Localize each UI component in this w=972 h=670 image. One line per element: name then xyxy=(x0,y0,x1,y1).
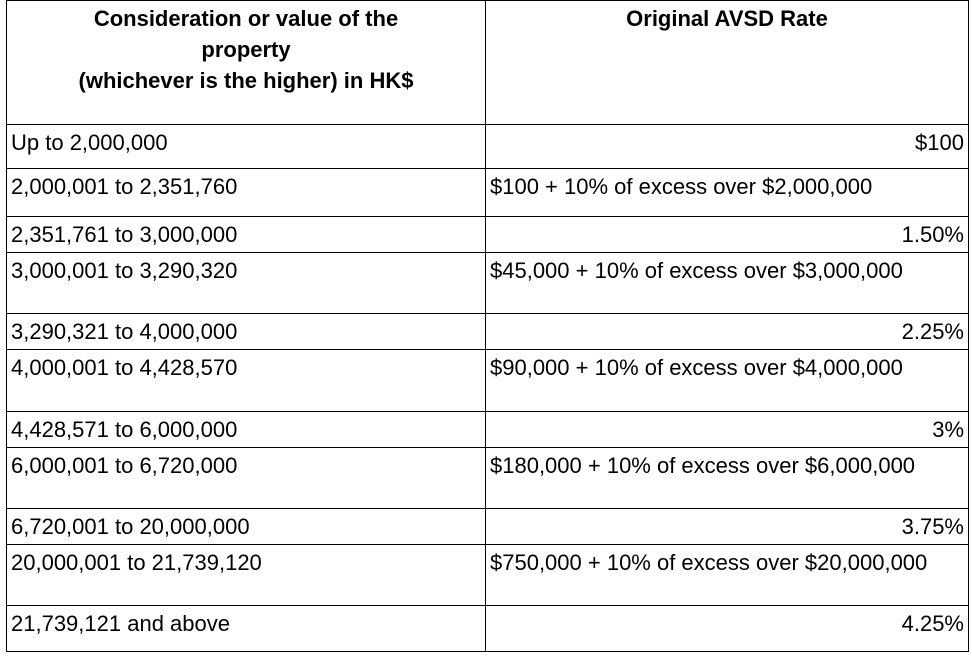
avsd-rate: 3.75% xyxy=(485,508,969,545)
table-row: 2,000,001 to 2,351,760 $100 + 10% of exce… xyxy=(6,168,969,217)
table-row: 20,000,001 to 21,739,120 $750,000 + 10% o… xyxy=(6,544,969,606)
avsd-rate: $750,000 + 10% of excess over $20,000,00… xyxy=(485,544,969,606)
avsd-rate: $180,000 + 10% of excess over $6,000,000 xyxy=(485,447,969,509)
value-range: 3,000,001 to 3,290,320 xyxy=(6,252,486,314)
value-range: 3,290,321 to 4,000,000 xyxy=(6,313,486,350)
header-cell: Original AVSD Rate xyxy=(485,0,969,125)
avsd-rate: 2.25% xyxy=(485,313,969,350)
value-range: 6,000,001 to 6,720,000 xyxy=(6,447,486,509)
table-row: 4,428,571 to 6,000,000 3% xyxy=(6,411,969,448)
table-row: 6,720,001 to 20,000,000 3.75% xyxy=(6,508,969,545)
table-row: 6,000,001 to 6,720,000 $180,000 + 10% of … xyxy=(6,447,969,509)
avsd-rate: $100 + 10% of excess over $2,000,000 xyxy=(485,168,969,217)
header-line: Consideration or value of the xyxy=(93,6,399,31)
avsd-table: Consideration or value of the property (… xyxy=(6,0,969,652)
table-row: Up to 2,000,000 $100 xyxy=(6,124,969,169)
avsd-rate: 4.25% xyxy=(485,605,969,652)
value-range: 2,351,761 to 3,000,000 xyxy=(6,216,486,253)
header-row: Consideration or value of the property (… xyxy=(6,0,969,125)
value-range: 20,000,001 to 21,739,120 xyxy=(6,544,486,606)
table-row: 3,000,001 to 3,290,320 $45,000 + 10% of e… xyxy=(6,252,969,314)
avsd-rate: 3% xyxy=(485,411,969,448)
table-row: 2,351,761 to 3,000,000 1.50% xyxy=(6,216,969,253)
header-line: (whichever is the higher) in HK$ xyxy=(78,68,414,93)
avsd-rate: $45,000 + 10% of excess over $3,000,000 xyxy=(485,252,969,314)
avsd-rate: 1.50% xyxy=(485,216,969,253)
table-body: Up to 2,000,000 $100 2,000,001 to 2,351,76… xyxy=(6,124,969,652)
table-row: 4,000,001 to 4,428,570 $90,000 + 10% of e… xyxy=(6,349,969,412)
avsd-rate: $100 xyxy=(485,124,969,169)
table-row: 21,739,121 and above 4.25% xyxy=(6,605,969,652)
value-range: 6,720,001 to 20,000,000 xyxy=(6,508,486,545)
header-line: property xyxy=(201,37,291,62)
table-row: 3,290,321 to 4,000,000 2.25% xyxy=(6,313,969,350)
value-range: 21,739,121 and above xyxy=(6,605,486,652)
value-range: 2,000,001 to 2,351,760 xyxy=(6,168,486,217)
value-range: Up to 2,000,000 xyxy=(6,124,486,169)
value-range: 4,000,001 to 4,428,570 xyxy=(6,349,486,412)
value-range: 4,428,571 to 6,000,000 xyxy=(6,411,486,448)
header-cell: Consideration or value of the property (… xyxy=(6,0,486,125)
avsd-rate: $90,000 + 10% of excess over $4,000,000 xyxy=(485,349,969,412)
